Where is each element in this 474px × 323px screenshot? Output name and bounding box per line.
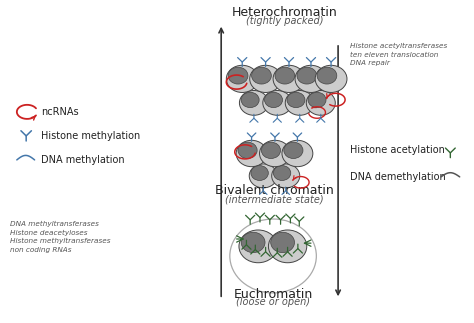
Ellipse shape	[252, 67, 271, 84]
Ellipse shape	[273, 65, 305, 92]
Ellipse shape	[295, 65, 327, 92]
Ellipse shape	[287, 92, 305, 108]
Ellipse shape	[239, 230, 277, 263]
Text: Histone acetyltransferases
ten eleven translocation
DNA repair: Histone acetyltransferases ten eleven tr…	[350, 43, 447, 66]
Ellipse shape	[282, 140, 313, 167]
Ellipse shape	[273, 166, 291, 181]
Ellipse shape	[250, 65, 282, 92]
Ellipse shape	[285, 90, 314, 115]
Ellipse shape	[241, 232, 265, 253]
Ellipse shape	[238, 142, 257, 159]
Ellipse shape	[275, 67, 295, 84]
Text: Heterochromatin: Heterochromatin	[231, 6, 337, 19]
Ellipse shape	[261, 142, 281, 159]
Text: (tightly packed): (tightly packed)	[246, 16, 323, 26]
Text: DNA demethylation: DNA demethylation	[350, 172, 446, 182]
Ellipse shape	[239, 90, 268, 115]
Text: (loose or open): (loose or open)	[236, 297, 310, 307]
Text: ncRNAs: ncRNAs	[41, 107, 79, 117]
Text: Euchromatin: Euchromatin	[234, 288, 313, 301]
Ellipse shape	[268, 230, 307, 263]
Ellipse shape	[263, 90, 292, 115]
Ellipse shape	[272, 164, 300, 188]
Ellipse shape	[308, 92, 326, 108]
Ellipse shape	[241, 92, 259, 108]
Text: Bivalent chromatin: Bivalent chromatin	[215, 184, 333, 197]
Text: Histone acetylation: Histone acetylation	[350, 145, 445, 155]
Text: DNA methylation: DNA methylation	[41, 155, 125, 165]
Ellipse shape	[228, 67, 248, 84]
Ellipse shape	[264, 92, 283, 108]
Text: DNA methyltransferases
Histone deacetyloses
Histone methyltransferases
non codin: DNA methyltransferases Histone deacetylo…	[10, 221, 110, 253]
Ellipse shape	[297, 67, 317, 84]
Text: (intermediate state): (intermediate state)	[225, 194, 323, 204]
Text: Histone methylation: Histone methylation	[41, 131, 140, 141]
Ellipse shape	[260, 140, 291, 167]
Ellipse shape	[317, 67, 337, 84]
Ellipse shape	[236, 140, 267, 167]
Ellipse shape	[306, 90, 335, 115]
Ellipse shape	[315, 65, 347, 92]
Ellipse shape	[251, 166, 268, 181]
Ellipse shape	[271, 232, 294, 253]
Ellipse shape	[249, 164, 277, 188]
Ellipse shape	[226, 65, 258, 92]
Ellipse shape	[284, 142, 303, 159]
